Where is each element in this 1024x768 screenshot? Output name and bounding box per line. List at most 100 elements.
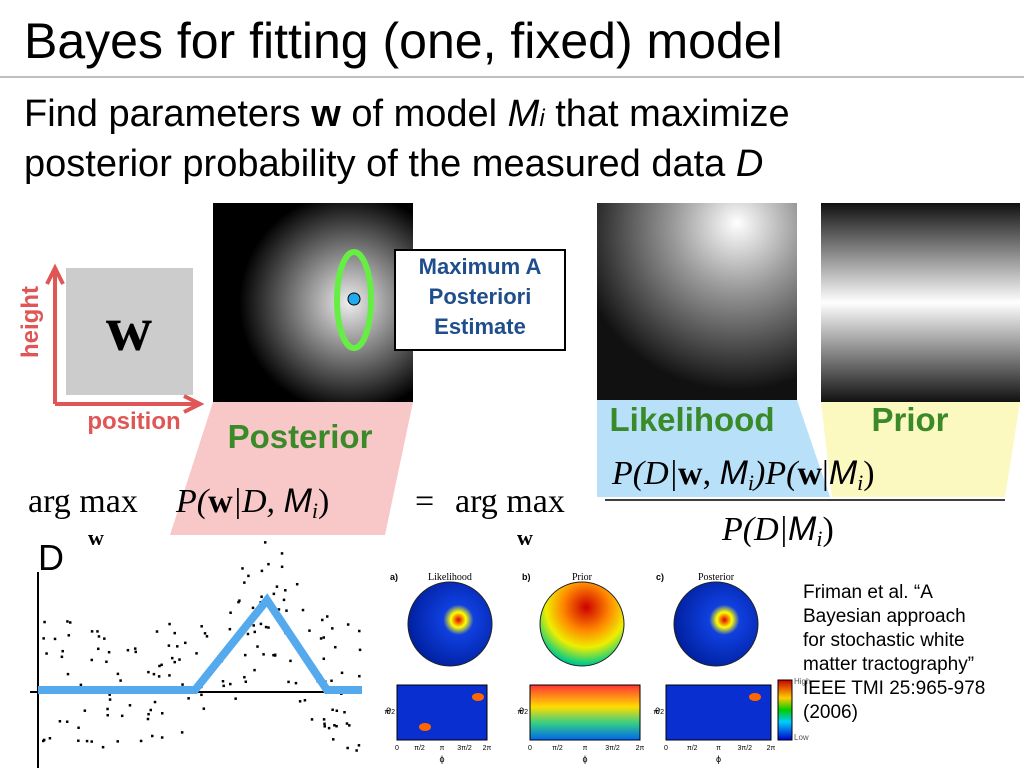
data-point xyxy=(79,683,83,687)
data-point xyxy=(322,657,326,661)
data-point xyxy=(253,630,257,634)
numerator: P(D|w, Mi)P(w|Mi) xyxy=(611,454,875,495)
estimate-text: Posteriori xyxy=(429,284,532,309)
denominator: P(D|Mi) xyxy=(721,510,834,551)
data-point xyxy=(85,739,89,743)
tick-label: 2π xyxy=(767,745,776,752)
data-point xyxy=(173,660,176,664)
tick-label: π xyxy=(440,745,445,752)
data-point xyxy=(90,658,94,662)
data-point xyxy=(106,713,109,717)
data-point xyxy=(45,652,48,655)
data-point xyxy=(272,592,276,596)
data-point xyxy=(323,722,326,726)
axis-symbol: ϕ xyxy=(439,754,444,764)
data-point xyxy=(256,645,259,648)
data-point xyxy=(48,737,52,740)
data-point xyxy=(346,623,350,626)
data-point xyxy=(321,618,324,622)
citation-line: (2006) xyxy=(803,702,858,723)
prior-image xyxy=(821,203,1020,402)
data-point xyxy=(157,675,161,678)
data-point xyxy=(158,664,161,668)
data-point xyxy=(346,746,349,750)
estimate-point xyxy=(347,292,361,306)
data-point xyxy=(267,562,270,566)
data-point xyxy=(205,635,209,638)
data-point xyxy=(77,726,80,729)
data-point xyxy=(246,632,250,636)
data-point xyxy=(133,647,137,650)
data-point xyxy=(284,589,287,592)
axis-symbol: ϕ xyxy=(716,754,721,764)
data-point xyxy=(170,656,174,660)
data-point xyxy=(308,629,311,632)
slide-title: Bayes for fitting (one, fixed) model xyxy=(24,13,783,69)
data-point xyxy=(160,736,164,739)
citation-line: IEEE TMI 25:965-978 xyxy=(803,678,985,699)
body-line: Find parameters w of model Mi that maxim… xyxy=(24,93,790,135)
data-point xyxy=(66,620,69,623)
data-point xyxy=(119,679,122,682)
data-point xyxy=(319,637,323,640)
tick-label: 0 xyxy=(528,745,532,752)
data-point xyxy=(333,724,336,727)
argmax: arg max xyxy=(455,483,565,520)
data-point xyxy=(68,621,72,624)
data-point xyxy=(332,738,335,741)
data-point xyxy=(106,707,109,711)
data-point xyxy=(251,606,255,610)
data-point xyxy=(273,654,277,657)
estimate-ellipse xyxy=(334,249,374,351)
data-point xyxy=(253,668,256,672)
data-point xyxy=(184,641,187,645)
data-point xyxy=(128,704,132,707)
data-point xyxy=(116,740,119,743)
data-point xyxy=(260,595,263,598)
data-point xyxy=(150,734,154,738)
likelihood-label: Likelihood xyxy=(610,401,775,438)
panel-tag: c) xyxy=(656,572,664,582)
x-axis-label: position xyxy=(87,408,180,435)
data-point xyxy=(267,626,270,629)
y-axis-label: height xyxy=(17,286,44,358)
data-point xyxy=(335,724,338,728)
data-point xyxy=(147,712,150,716)
data-point xyxy=(343,710,346,714)
sphere xyxy=(673,581,759,667)
data-point xyxy=(330,679,333,683)
citation-line: matter tractography” xyxy=(803,654,974,675)
data-point xyxy=(237,600,240,604)
data-point xyxy=(280,565,284,569)
panel-tag: b) xyxy=(522,572,531,582)
tick-label: 0 xyxy=(395,745,399,752)
data-point xyxy=(58,720,62,723)
data-point xyxy=(90,630,94,633)
data-point xyxy=(259,622,263,626)
data-point xyxy=(323,725,327,728)
data-point xyxy=(66,672,70,676)
data-point xyxy=(229,611,232,614)
data-point xyxy=(42,738,46,742)
data-point xyxy=(238,599,241,602)
data-point xyxy=(53,637,57,641)
data-point xyxy=(221,680,225,683)
data-point xyxy=(101,745,105,749)
data-point xyxy=(107,650,111,654)
data-point xyxy=(331,627,334,630)
data-point xyxy=(108,693,111,696)
axis-symbol: θ xyxy=(655,706,660,716)
prior-highlight xyxy=(821,402,1020,497)
colorbar xyxy=(777,679,793,741)
axis-symbol: ϕ xyxy=(582,754,587,764)
data-point xyxy=(294,681,298,685)
equation: arg max w P(w|D, Mi) = arg max w P(D|w, … xyxy=(28,454,1005,551)
panel-name: Posterior xyxy=(698,572,735,583)
data-point xyxy=(289,659,292,663)
posterior-highlight xyxy=(170,402,413,535)
data-point xyxy=(108,698,112,701)
data-point xyxy=(120,714,124,718)
tick-label: π/2 xyxy=(653,709,664,716)
lhs: P(w|D, Mi) xyxy=(175,482,329,523)
